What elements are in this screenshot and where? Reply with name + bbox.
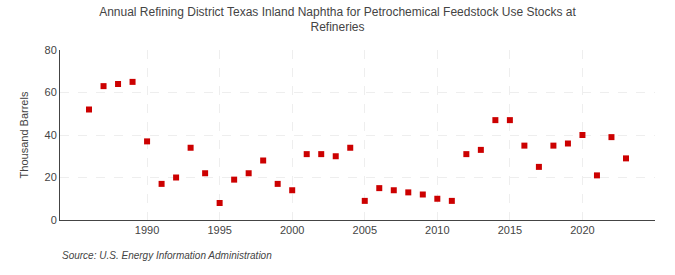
svg-text:Thousand Barrels: Thousand Barrels bbox=[18, 91, 30, 178]
svg-text:80: 80 bbox=[45, 44, 57, 56]
svg-text:60: 60 bbox=[45, 86, 57, 98]
svg-text:2020: 2020 bbox=[570, 224, 594, 236]
svg-text:0: 0 bbox=[51, 214, 57, 226]
svg-text:20: 20 bbox=[45, 171, 57, 183]
svg-text:2005: 2005 bbox=[353, 224, 377, 236]
svg-text:2010: 2010 bbox=[425, 224, 449, 236]
svg-text:40: 40 bbox=[45, 129, 57, 141]
svg-text:2015: 2015 bbox=[498, 224, 522, 236]
svg-text:1995: 1995 bbox=[207, 224, 231, 236]
svg-text:Source: U.S. Energy Informatio: Source: U.S. Energy Information Administ… bbox=[62, 250, 272, 261]
svg-text:Annual Refining District Texas: Annual Refining District Texas Inland Na… bbox=[99, 5, 576, 35]
svg-text:2000: 2000 bbox=[280, 224, 304, 236]
svg-text:1990: 1990 bbox=[135, 224, 159, 236]
